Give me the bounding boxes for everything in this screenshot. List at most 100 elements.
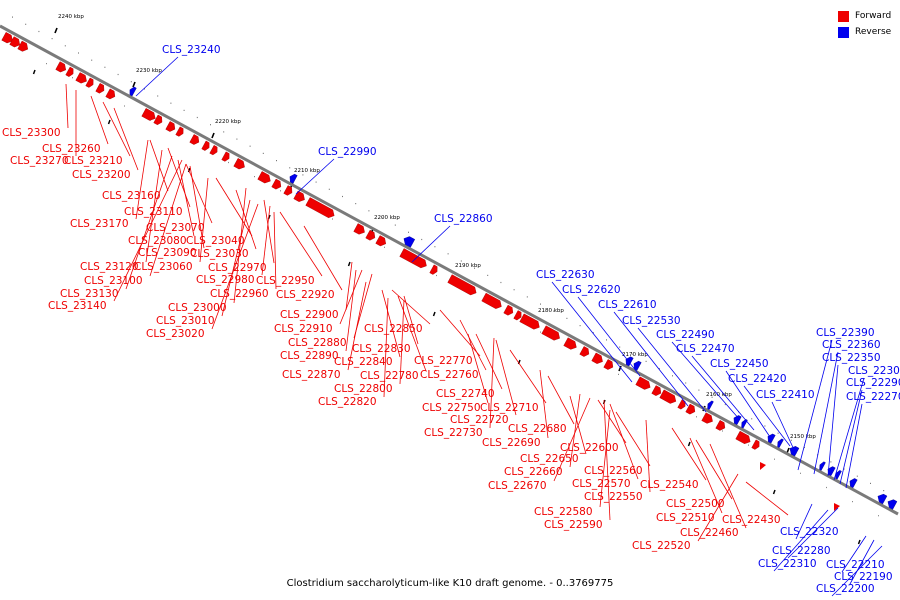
leader-line bbox=[845, 403, 863, 489]
forward-gene-arrow bbox=[65, 66, 74, 77]
gene-label: CLS_23260 bbox=[42, 143, 101, 155]
minor-tick bbox=[223, 131, 225, 133]
gene-label: CLS_22740 bbox=[436, 388, 495, 400]
gene-label: CLS_22690 bbox=[482, 437, 541, 449]
gene-label: CLS_22200 bbox=[816, 583, 875, 595]
minor-tick bbox=[315, 181, 317, 183]
leader-line bbox=[295, 158, 335, 195]
reverse-gene-arrow bbox=[403, 236, 416, 248]
forward-gene-arrow bbox=[365, 229, 376, 241]
gene-label: CLS_22460 bbox=[680, 527, 739, 539]
forward-gene-arrow bbox=[751, 439, 760, 450]
leader-line bbox=[411, 225, 451, 263]
forward-gene-arrow bbox=[677, 399, 686, 410]
forward-gene-arrow bbox=[189, 134, 200, 145]
forward-gene-arrow bbox=[579, 346, 590, 357]
legend-reverse: Reverse bbox=[838, 24, 891, 40]
minor-tick bbox=[434, 246, 436, 248]
minor-tick bbox=[408, 231, 409, 233]
minor-tick bbox=[381, 217, 383, 219]
forward-gene-arrow bbox=[591, 352, 603, 364]
kbp-tick bbox=[857, 539, 861, 545]
leader-line bbox=[745, 481, 789, 516]
gene-label: CLS_22570 bbox=[572, 478, 631, 490]
leader-line bbox=[613, 311, 689, 407]
gene-label: CLS_22800 bbox=[334, 383, 393, 395]
kbp-label: 2230 kbp bbox=[136, 68, 162, 74]
gene-label: CLS_22670 bbox=[488, 480, 547, 492]
forward-gene-arrow bbox=[375, 235, 387, 247]
leader-line bbox=[495, 339, 517, 416]
gene-label: CLS_22950 bbox=[256, 275, 315, 287]
gene-label: CLS_22580 bbox=[534, 506, 593, 518]
leader-line bbox=[839, 389, 863, 485]
minor-tick bbox=[436, 274, 437, 277]
minor-tick bbox=[870, 482, 871, 484]
kbp-tick bbox=[107, 119, 111, 125]
leader-line bbox=[391, 289, 431, 325]
gene-label: CLS_22280 bbox=[772, 545, 831, 557]
minor-tick bbox=[632, 353, 634, 355]
forward-gene-arrow bbox=[55, 61, 67, 73]
leader-line bbox=[347, 281, 367, 371]
reverse-gene-arrow bbox=[777, 438, 784, 448]
gene-label: CLS_23020 bbox=[146, 328, 205, 340]
leader-line bbox=[261, 205, 271, 276]
forward-gene-arrow bbox=[209, 145, 218, 156]
leader-line bbox=[475, 333, 503, 390]
leader-line bbox=[597, 399, 627, 444]
minor-tick bbox=[280, 190, 281, 192]
minor-tick bbox=[804, 446, 805, 449]
minor-tick bbox=[800, 472, 801, 474]
forward-gene-arrow bbox=[1, 32, 13, 44]
minor-tick bbox=[104, 66, 106, 68]
minor-tick bbox=[124, 105, 125, 107]
minor-tick bbox=[78, 52, 79, 54]
leader-line bbox=[177, 159, 195, 237]
minor-tick bbox=[289, 167, 291, 169]
minor-tick bbox=[566, 317, 568, 319]
forward-gene-arrow bbox=[635, 376, 651, 390]
reverse-gene-arrow bbox=[877, 493, 888, 505]
leader-line bbox=[671, 427, 707, 481]
leader-line bbox=[189, 165, 205, 249]
leader-line bbox=[235, 189, 257, 250]
gene-label: CLS_22880 bbox=[288, 337, 347, 349]
minor-tick bbox=[856, 475, 858, 477]
minor-tick bbox=[672, 375, 673, 377]
gene-label: CLS_22750 bbox=[422, 402, 481, 414]
gene-label: CLS_23130 bbox=[60, 288, 119, 300]
forward-gene-arrow bbox=[563, 337, 577, 350]
kbp-label: 2190 kbp bbox=[455, 263, 481, 269]
reverse-gene-arrow bbox=[733, 415, 742, 425]
gene-label: CLS_22870 bbox=[282, 369, 341, 381]
gene-label: CLS_22550 bbox=[584, 491, 643, 503]
leader-line bbox=[90, 95, 109, 145]
kbp-label: 2210 kbp bbox=[294, 168, 320, 174]
forward-gene-arrow bbox=[201, 140, 210, 151]
gene-label: CLS_22620 bbox=[562, 284, 621, 296]
kbp-tick bbox=[432, 311, 436, 317]
leader-line bbox=[671, 341, 741, 421]
gene-label: CLS_22190 bbox=[834, 571, 893, 583]
leader-line bbox=[489, 337, 495, 429]
minor-tick bbox=[342, 195, 343, 198]
leader-line bbox=[113, 107, 139, 171]
forward-gene-arrow bbox=[17, 40, 29, 52]
forward-gene-arrow bbox=[685, 403, 696, 415]
gene-label: CLS_23070 bbox=[146, 222, 205, 234]
minor-tick bbox=[540, 303, 541, 305]
gene-label: CLS_23110 bbox=[124, 206, 183, 218]
gene-label: CLS_23170 bbox=[70, 218, 129, 230]
reverse-gene-arrow bbox=[633, 360, 642, 371]
minor-tick bbox=[852, 501, 853, 503]
minor-tick bbox=[774, 458, 775, 460]
leader-line bbox=[813, 351, 839, 475]
gene-label: CLS_22540 bbox=[640, 479, 699, 491]
leader-line bbox=[637, 327, 707, 413]
gene-label: CLS_22430 bbox=[722, 514, 781, 526]
minor-tick bbox=[826, 486, 827, 489]
minor-tick bbox=[46, 63, 47, 65]
forward-gene-arrow bbox=[153, 114, 163, 126]
